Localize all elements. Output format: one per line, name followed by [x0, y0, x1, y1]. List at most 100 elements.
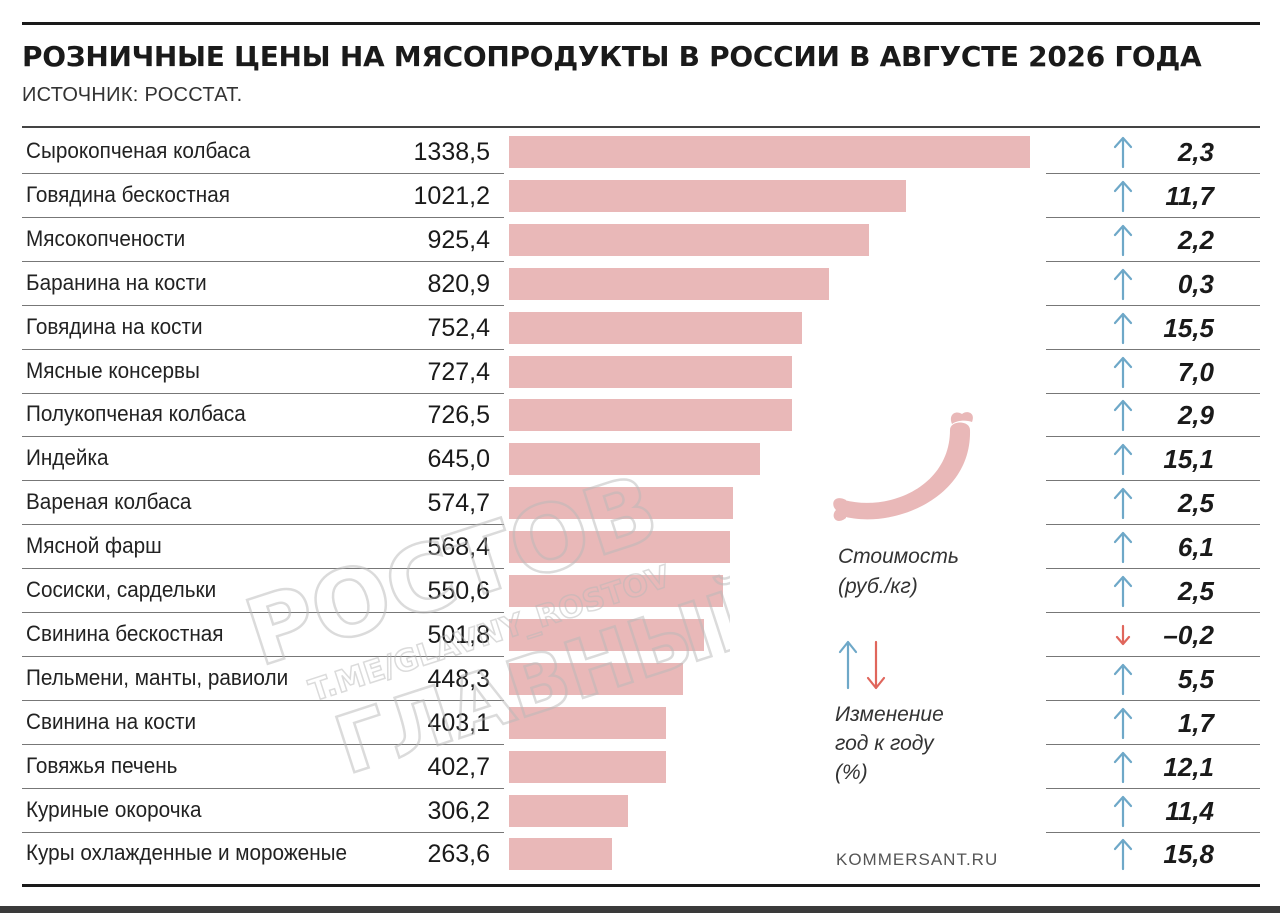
change-label: 2,3: [1177, 137, 1214, 167]
value-label: 1338,5: [413, 138, 490, 166]
row-divider: [1046, 392, 1260, 394]
category-label: Баранина на кости: [26, 269, 207, 295]
chart-row: Баранина на кости 820,9 0,3: [0, 262, 1280, 306]
arrow-up-icon: [1113, 356, 1133, 388]
category-label: Говядина бескостная: [26, 181, 230, 207]
credit: KOMMERSANT.RU: [836, 850, 999, 869]
arrow-up-icon: [1113, 180, 1133, 212]
value-label: 574,7: [427, 489, 490, 518]
value-label: 568,4: [427, 533, 490, 562]
row-divider: [22, 524, 504, 526]
arrow-up-icon: [1113, 751, 1133, 783]
bottom-rule: [22, 884, 1260, 887]
change-label: 2,5: [1177, 576, 1214, 606]
header-rule: [22, 126, 1260, 128]
row-divider: [22, 436, 504, 438]
row-divider: [1046, 480, 1260, 482]
price-bar: [509, 575, 724, 607]
price-bar: [509, 531, 731, 564]
chart-row: Сырокопченая колбаса 1338,5 2,3: [0, 130, 1280, 174]
arrow-up-icon: [1113, 795, 1133, 827]
change-label: 11,4: [1165, 795, 1214, 826]
legend-change-line2: год к году: [835, 732, 934, 755]
chart-row: Куриные окорочка 306,2 11,4: [0, 789, 1280, 833]
row-divider: [22, 787, 504, 789]
category-label: Пельмени, манты, равиоли: [26, 664, 289, 690]
row-divider: [22, 655, 504, 657]
price-bar: [509, 750, 666, 783]
chart-row: Вареная колбаса 574,7 2,5: [0, 481, 1280, 526]
value-label: 402,7: [427, 752, 490, 781]
category-label: Мясные консервы: [26, 357, 200, 383]
category-label: Куриные окорочка: [26, 796, 202, 822]
sausage-icon: [833, 412, 973, 521]
change-label: 12,1: [1163, 751, 1214, 782]
category-label: Куры охлажденные и мороженые: [26, 840, 348, 866]
row-divider: [22, 612, 504, 613]
price-bar: [509, 838, 612, 871]
legend-cost-line1: Стоимость: [838, 545, 959, 568]
price-bar: [509, 706, 666, 739]
value-label: 925,4: [427, 225, 490, 254]
arrow-up-icon: [1113, 531, 1133, 564]
row-divider: [22, 348, 504, 350]
arrow-up-icon: [1113, 136, 1133, 169]
value-label: 306,2: [427, 796, 490, 825]
row-divider: [1046, 348, 1260, 350]
price-bar: [509, 487, 733, 520]
arrow-up-icon: [1113, 663, 1133, 695]
legend-change-line1: Изменение: [835, 703, 944, 726]
chart-row: Говяжья печень 402,7 12,1: [0, 745, 1280, 789]
category-label: Говядина на кости: [26, 313, 203, 339]
price-bar: [509, 136, 1030, 168]
chart-row: Говядина бескостная 1021,2 11,7: [0, 174, 1280, 218]
chart-row: Мясные консервы 727,4 7,0: [0, 350, 1280, 394]
change-label: 11,7: [1165, 180, 1214, 211]
row-divider: [22, 743, 504, 745]
value-label: 726,5: [427, 401, 490, 430]
change-label: 15,5: [1163, 312, 1214, 343]
chart-row: Свинина бескостная 501,8 –0,2: [0, 613, 1280, 657]
legend-cost: Стоимость (руб./кг): [838, 542, 959, 602]
row-divider: [22, 699, 504, 701]
price-bar: [509, 618, 705, 651]
arrow-down-icon: [1115, 624, 1131, 645]
change-label: 2,9: [1177, 400, 1214, 431]
legend-change-line3: (%): [835, 761, 868, 784]
category-label: Сосиски, сардельки: [26, 577, 217, 602]
arrow-up-icon: [1113, 224, 1133, 256]
change-label: 5,5: [1177, 663, 1214, 694]
category-label: Вареная колбаса: [26, 489, 192, 515]
price-bar: [509, 223, 870, 256]
chart-row: Индейка 645,0 15,1: [0, 437, 1280, 482]
price-bar: [509, 399, 792, 432]
category-label: Индейка: [26, 445, 109, 471]
row-divider: [1046, 216, 1260, 218]
value-label: 727,4: [427, 357, 490, 386]
row-divider: [1046, 743, 1260, 745]
row-divider: [1046, 436, 1260, 438]
value-label: 550,6: [427, 577, 490, 605]
chart-title: РОЗНИЧНЫЕ ЦЕНЫ НА МЯСОПРОДУКТЫ В РОССИИ …: [22, 40, 1202, 73]
category-label: Свинина на кости: [26, 708, 197, 734]
price-bar: [509, 355, 793, 388]
chart-row: Пельмени, манты, равиоли 448,3 5,5: [0, 657, 1280, 701]
price-bar: [509, 267, 829, 300]
category-label: Сырокопченая колбаса: [26, 138, 251, 163]
value-label: 1021,2: [413, 181, 490, 210]
change-label: –0,2: [1163, 619, 1214, 650]
arrow-up-icon: [1113, 444, 1133, 476]
arrow-up-icon: [1113, 312, 1133, 344]
page-bottom-edge: [0, 906, 1280, 913]
price-bar: [509, 662, 684, 695]
change-label: 15,8: [1163, 839, 1214, 870]
chart-row: Свинина на кости 403,1 1,7: [0, 701, 1280, 745]
row-divider: [22, 568, 504, 570]
arrow-up-icon: [1113, 839, 1133, 871]
row-divider: [22, 392, 504, 394]
value-label: 752,4: [427, 313, 490, 342]
row-divider: [1046, 612, 1260, 613]
row-divider: [22, 831, 504, 833]
row-divider: [22, 260, 504, 262]
row-divider: [22, 173, 504, 174]
